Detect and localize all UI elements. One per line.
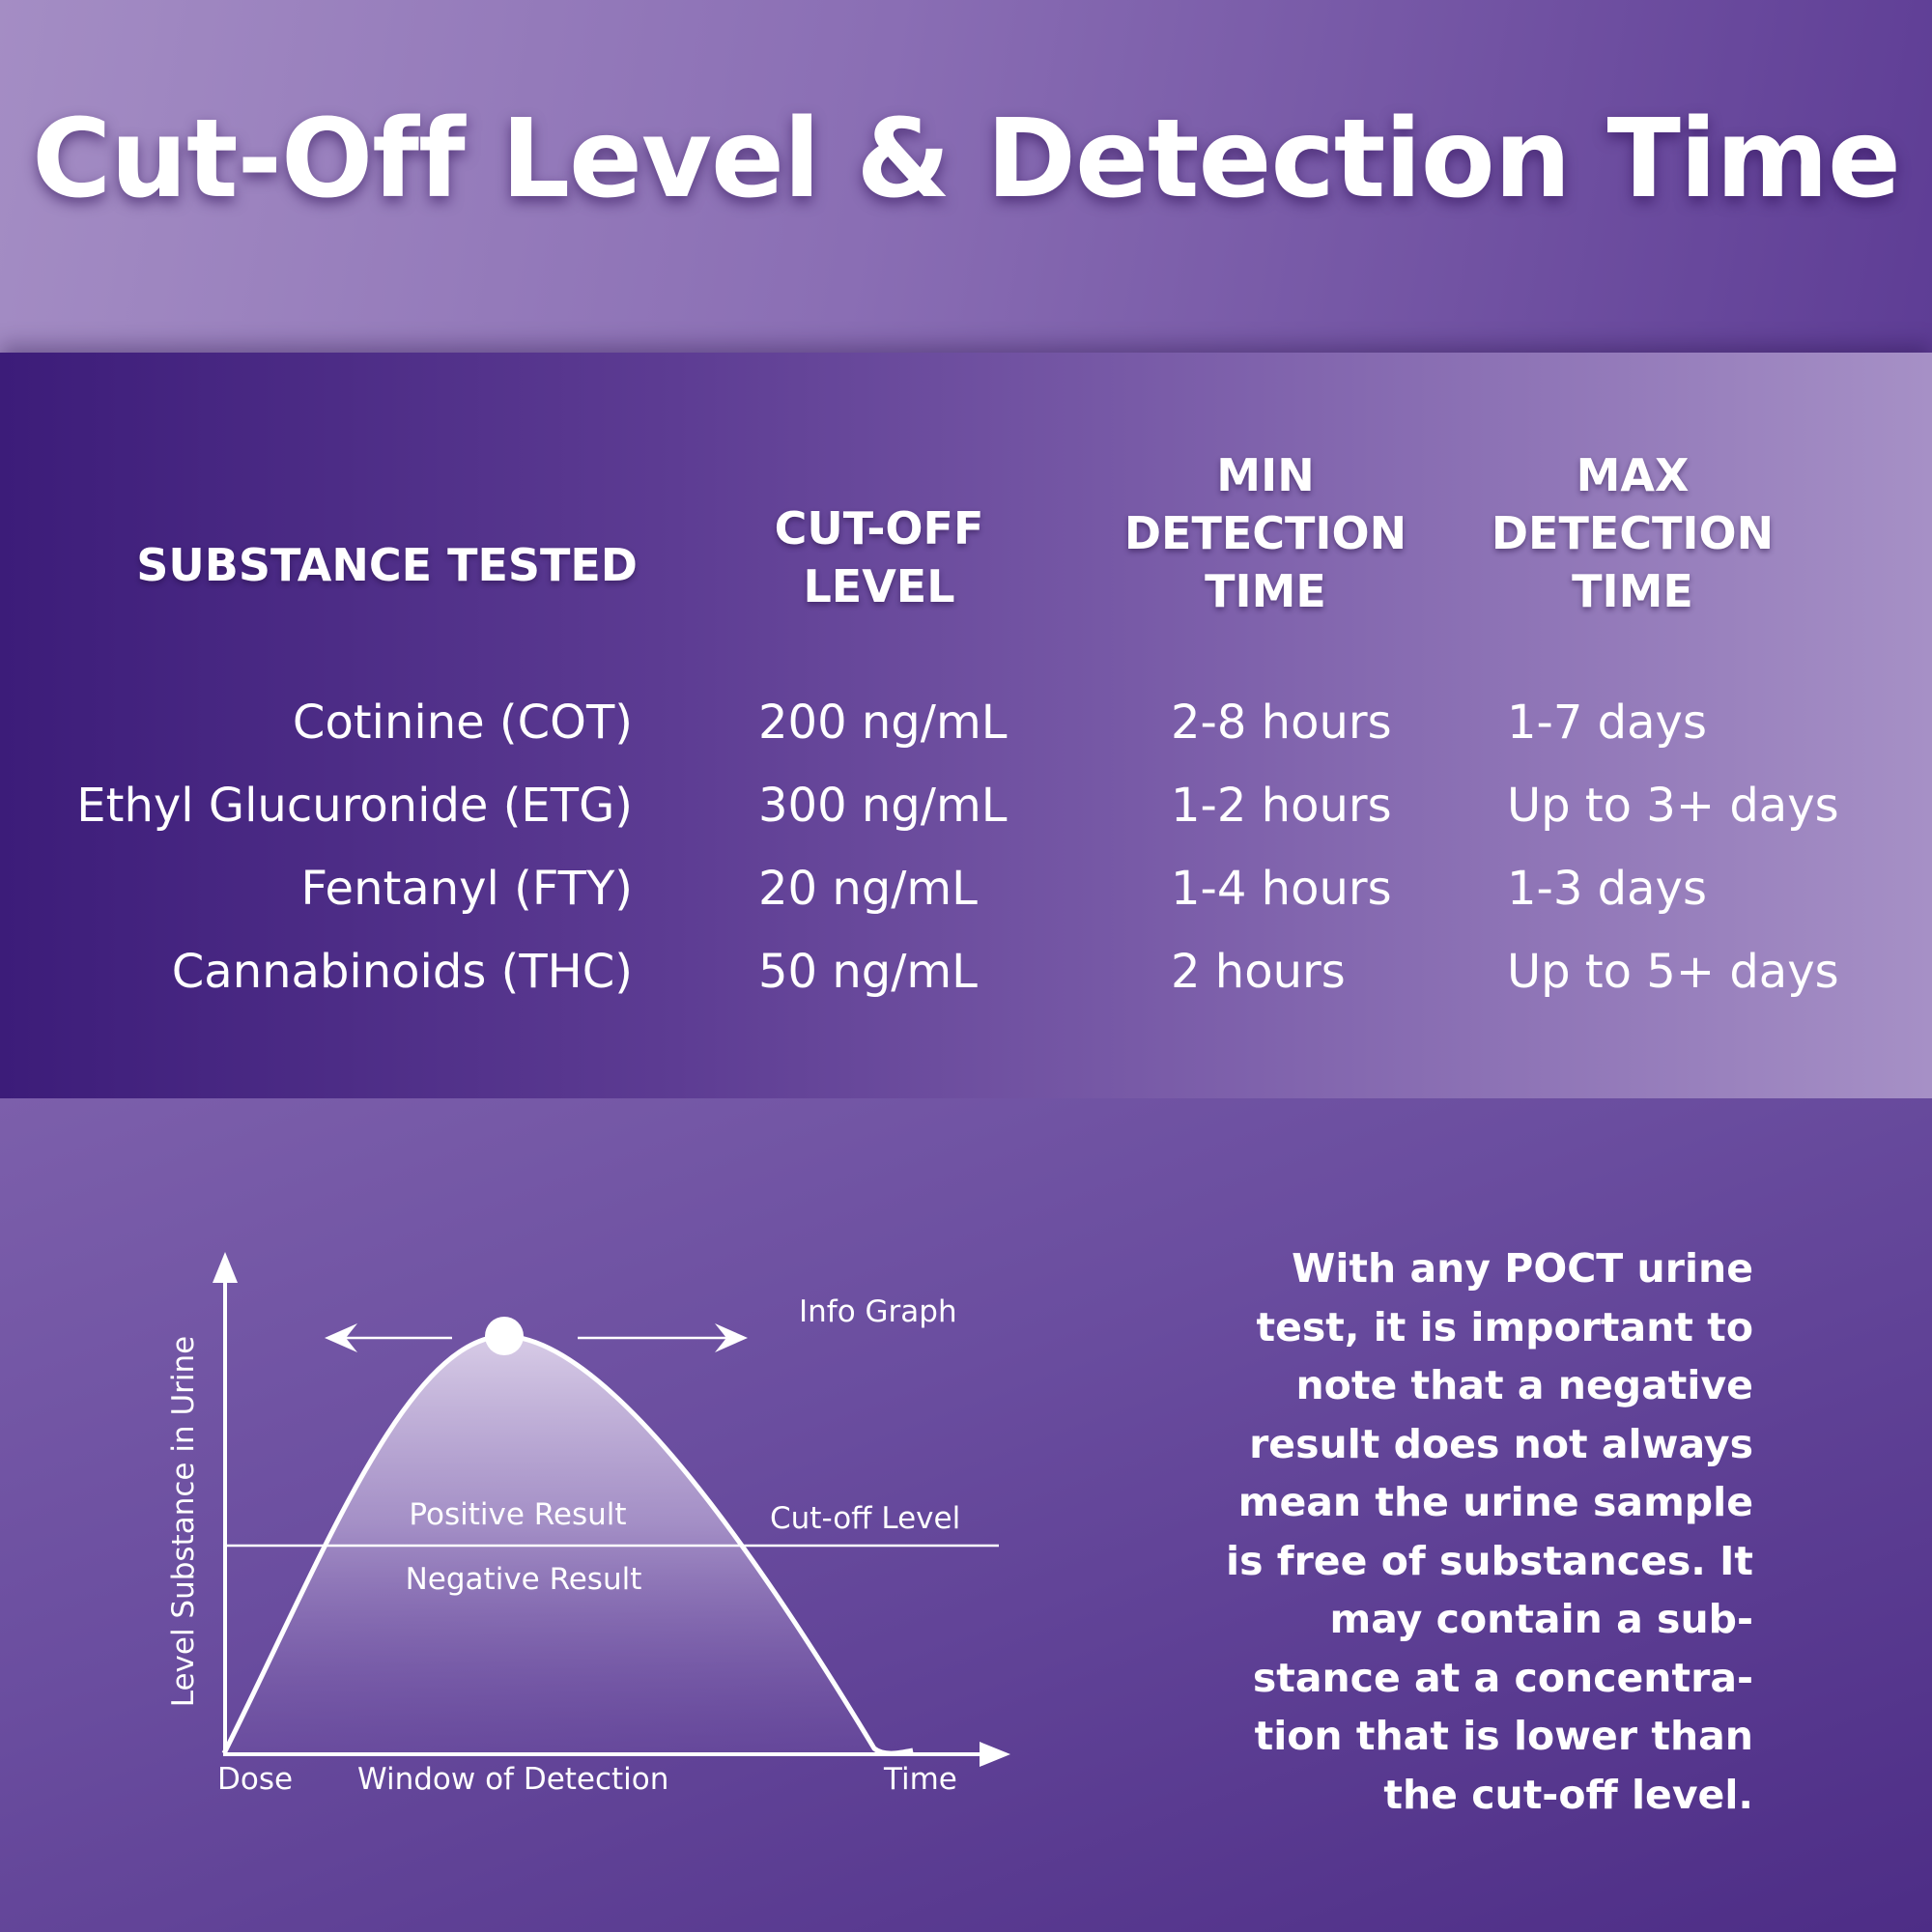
note-line: With any POCT urine <box>1292 1245 1753 1292</box>
cell-max-time: 1-3 days <box>1507 862 1707 916</box>
window-of-detection-label: Window of Detection <box>357 1762 668 1797</box>
header-max-detection-time: MAX DETECTION TIME <box>1468 446 1797 620</box>
header-band <box>0 0 1932 353</box>
header-substance-line: SUBSTANCE TESTED <box>136 539 638 591</box>
header-max-line: DETECTION <box>1491 507 1775 559</box>
header-min-detection-time: MIN DETECTION TIME <box>1101 446 1430 620</box>
header-min-line: MIN <box>1216 449 1315 501</box>
right-arrow-icon <box>715 1323 748 1352</box>
note-line: test, it is important to <box>1256 1303 1753 1350</box>
cell-substance: Ethyl Glucuronide (ETG) <box>76 779 633 833</box>
table-row: Fentanyl (FTY) 20 ng/mL 1-4 hours 1-3 da… <box>0 847 1932 930</box>
cell-substance: Cannabinoids (THC) <box>171 945 633 999</box>
table-row: Ethyl Glucuronide (ETG) 300 ng/mL 1-2 ho… <box>0 764 1932 847</box>
x-axis-arrow-icon <box>980 1742 1010 1767</box>
cell-cutoff: 20 ng/mL <box>758 862 978 916</box>
cutoff-level-label: Cut-off Level <box>770 1501 960 1536</box>
table-row: Cannabinoids (THC) 50 ng/mL 2 hours Up t… <box>0 930 1932 1013</box>
header-cutoff-line: CUT-OFF <box>774 502 984 554</box>
table-band <box>0 353 1932 1098</box>
dose-label: Dose <box>217 1762 293 1797</box>
info-graph-label: Info Graph <box>799 1294 957 1329</box>
note-line: note that a negative <box>1295 1362 1753 1408</box>
header-min-line: DETECTION <box>1123 507 1407 559</box>
time-label: Time <box>883 1762 957 1797</box>
note-line: the cut-off level. <box>1383 1771 1753 1818</box>
note-line: result does not always <box>1249 1420 1753 1467</box>
y-axis-arrow-icon <box>213 1252 238 1283</box>
left-arrow-icon <box>325 1323 357 1352</box>
header-min-line: TIME <box>1205 565 1326 617</box>
note-line: may contain a sub- <box>1329 1596 1753 1642</box>
cell-cutoff: 50 ng/mL <box>758 945 978 999</box>
cell-min-time: 1-2 hours <box>1171 779 1392 833</box>
cell-substance: Cotinine (COT) <box>292 696 633 750</box>
peak-dot-icon <box>485 1317 524 1355</box>
header-max-line: TIME <box>1572 565 1693 617</box>
cell-min-time: 2-8 hours <box>1171 696 1392 750</box>
header-substance-tested: SUBSTANCE TESTED <box>97 536 638 594</box>
bottom-band <box>0 1098 1932 1932</box>
note-line: stance at a concentra- <box>1252 1654 1753 1701</box>
y-axis-label: Level Substance in Urine <box>166 1336 201 1708</box>
table-row: Cotinine (COT) 200 ng/mL 2-8 hours 1-7 d… <box>0 681 1932 764</box>
disclaimer-note: With any POCT urine test, it is importan… <box>1198 1239 1753 1824</box>
cell-min-time: 1-4 hours <box>1171 862 1392 916</box>
cell-max-time: Up to 3+ days <box>1507 779 1839 833</box>
header-cutoff-level: CUT-OFF LEVEL <box>734 499 1024 615</box>
cell-max-time: Up to 5+ days <box>1507 945 1839 999</box>
cell-cutoff: 200 ng/mL <box>758 696 1008 750</box>
note-line: mean the urine sample <box>1237 1479 1753 1525</box>
concentration-curve <box>221 1333 914 1756</box>
cell-cutoff: 300 ng/mL <box>758 779 1008 833</box>
note-line: tion that is lower than <box>1254 1713 1753 1759</box>
negative-result-label: Negative Result <box>406 1562 642 1597</box>
header-cutoff-line: LEVEL <box>803 560 955 612</box>
note-line: is free of substances. It <box>1226 1537 1753 1584</box>
cell-substance: Fentanyl (FTY) <box>300 862 633 916</box>
positive-result-label: Positive Result <box>409 1497 626 1532</box>
cell-max-time: 1-7 days <box>1507 696 1707 750</box>
header-max-line: MAX <box>1576 449 1690 501</box>
cell-min-time: 2 hours <box>1171 945 1346 999</box>
page-title: Cut-Off Level & Detection Time <box>32 97 1901 222</box>
